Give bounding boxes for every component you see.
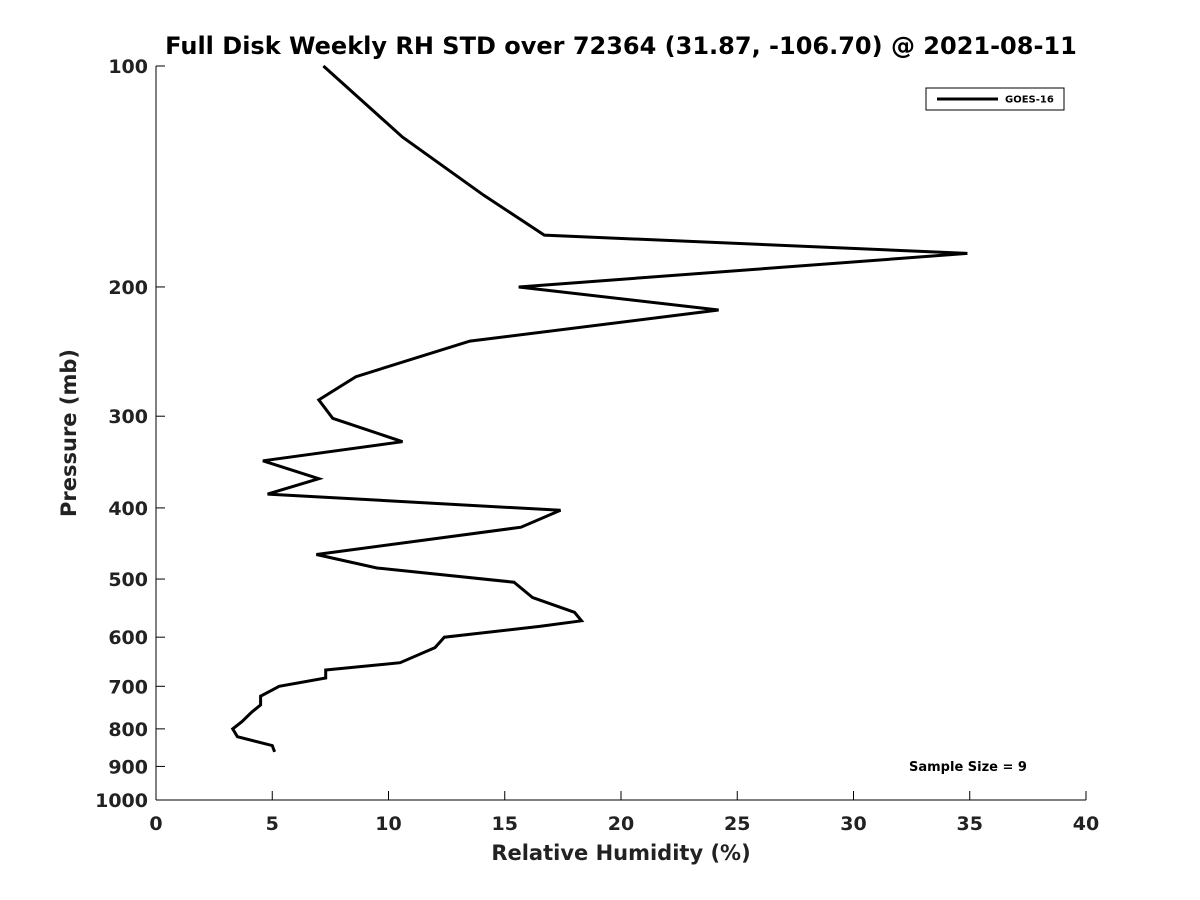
- series-line-goes-16: [230, 64, 968, 753]
- data-point: [966, 252, 969, 255]
- data-point: [315, 553, 318, 556]
- data-point: [482, 194, 485, 197]
- x-tick-label: 0: [149, 813, 162, 835]
- data-point: [273, 750, 276, 753]
- data-point: [241, 720, 244, 723]
- data-point: [250, 711, 253, 714]
- y-axis-label: Pressure (mb): [57, 349, 81, 517]
- x-axis-label: Relative Humidity (%): [491, 841, 750, 865]
- legend: GOES-16: [925, 87, 1065, 111]
- y-tick-label: 800: [108, 719, 148, 741]
- y-tick-label: 200: [108, 277, 148, 299]
- data-point: [261, 459, 264, 462]
- y-tick-label: 400: [108, 498, 148, 520]
- y-tick-label: 600: [108, 627, 148, 649]
- data-point: [401, 136, 404, 139]
- y-tick-label: 500: [108, 569, 148, 591]
- data-point: [513, 581, 516, 584]
- data-point: [278, 685, 281, 688]
- data-point: [434, 646, 437, 649]
- data-point: [259, 703, 262, 706]
- data-point: [401, 440, 404, 443]
- data-point: [531, 596, 534, 599]
- y-ticks: 100 200 300 400 500 600 700 800 900 1000: [95, 56, 165, 812]
- data-point: [538, 625, 541, 628]
- x-tick-label: 25: [724, 813, 750, 835]
- data-point: [331, 417, 334, 420]
- x-tick-label: 15: [492, 813, 518, 835]
- x-tick-label: 5: [266, 813, 279, 835]
- series-layer: [230, 64, 969, 753]
- data-point: [317, 398, 320, 401]
- data-point: [266, 493, 269, 496]
- x-tick-label: 35: [957, 813, 983, 835]
- data-point: [259, 695, 262, 698]
- x-ticks: 0 5 10 15 20 25 30 35 40: [149, 791, 1099, 835]
- x-tick-label: 40: [1073, 813, 1099, 835]
- data-point: [236, 735, 239, 738]
- x-tick-label: 20: [608, 813, 634, 835]
- y-tick-label: 700: [108, 676, 148, 698]
- data-point: [271, 744, 274, 747]
- x-tick-label: 30: [840, 813, 866, 835]
- sample-size-annotation: Sample Size = 9: [909, 760, 1027, 775]
- data-point: [468, 340, 471, 343]
- y-tick-label: 100: [108, 56, 148, 78]
- data-point: [517, 286, 520, 289]
- data-point: [573, 611, 576, 614]
- y-tick-label: 300: [108, 406, 148, 428]
- y-tick-label: 900: [108, 756, 148, 778]
- data-point: [375, 567, 378, 570]
- data-point: [324, 669, 327, 672]
- data-point: [520, 526, 523, 529]
- data-point: [543, 234, 546, 237]
- data-point: [399, 661, 402, 664]
- plot-area: [155, 66, 1086, 801]
- data-point: [443, 636, 446, 639]
- chart-title: Full Disk Weekly RH STD over 72364 (31.8…: [165, 32, 1077, 60]
- data-point: [231, 727, 234, 730]
- y-tick-label: 1000: [95, 790, 148, 812]
- data-point: [559, 509, 562, 512]
- data-point: [354, 375, 357, 378]
- data-point: [317, 477, 320, 480]
- data-point: [322, 65, 325, 68]
- legend-label-goes-16: GOES-16: [1005, 95, 1054, 106]
- data-point: [580, 619, 583, 622]
- data-point: [324, 677, 327, 680]
- data-point: [717, 309, 720, 312]
- x-tick-label: 10: [375, 813, 401, 835]
